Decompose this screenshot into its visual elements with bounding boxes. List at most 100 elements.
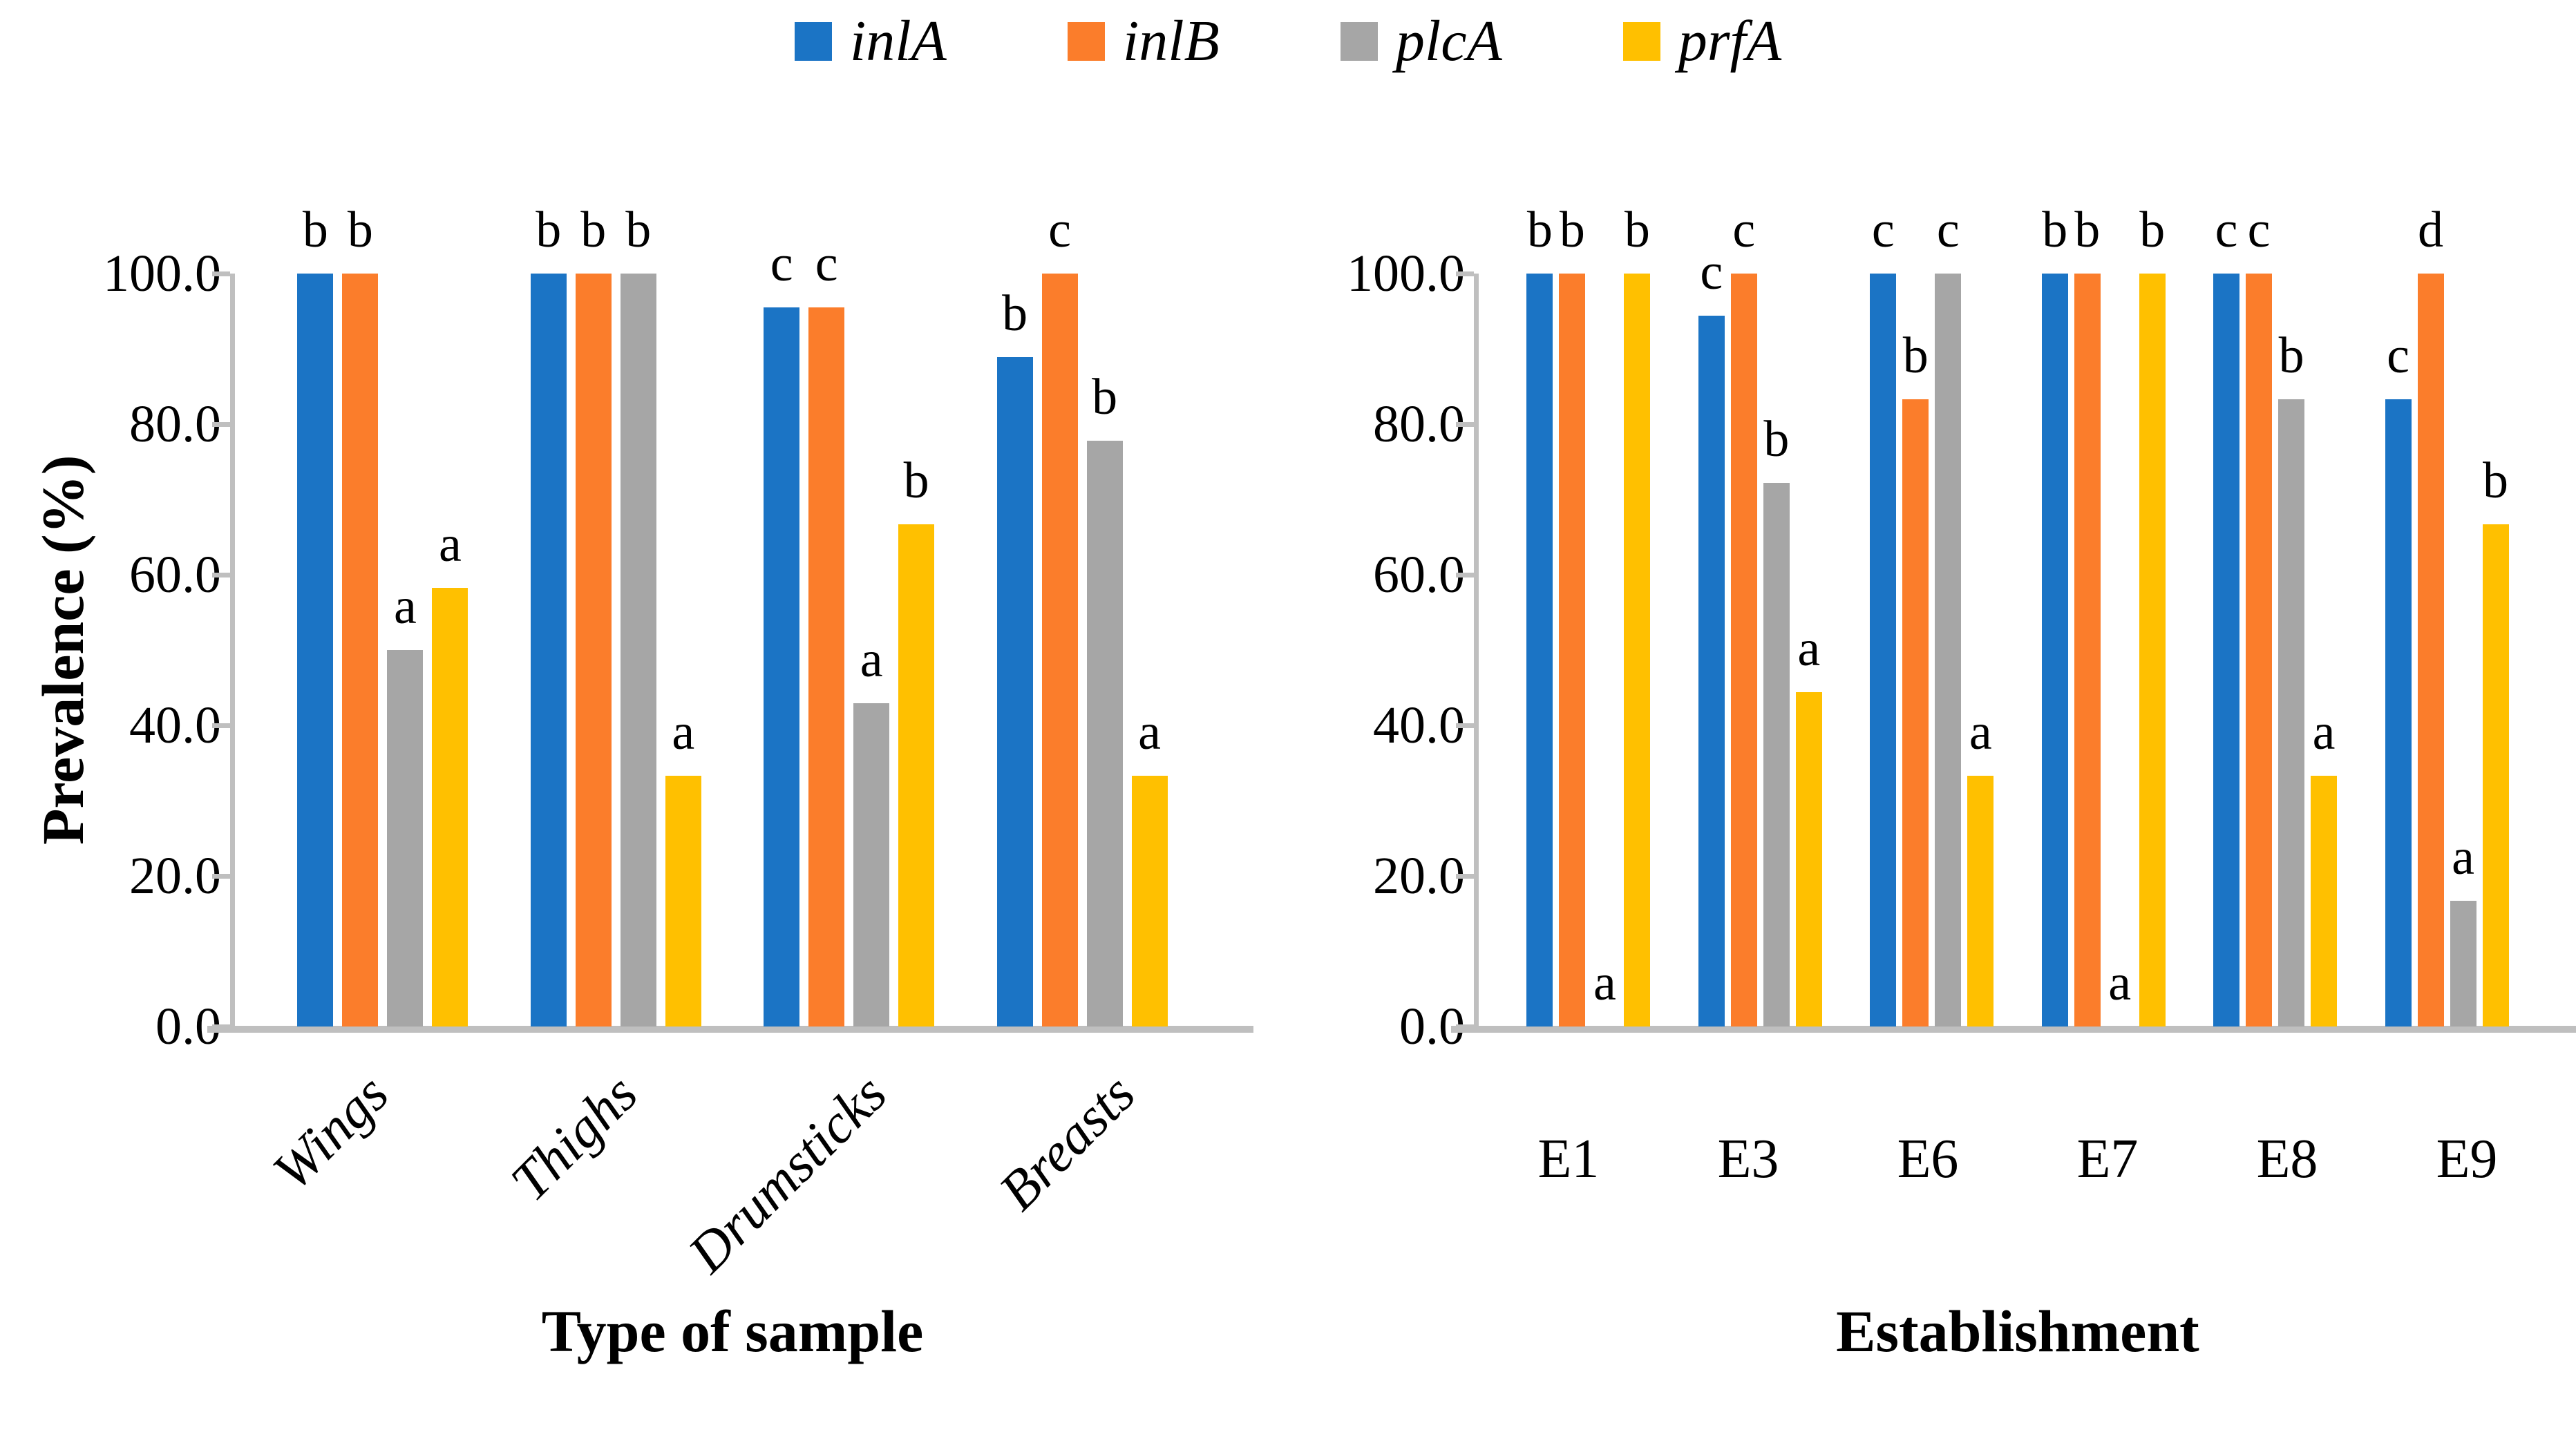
legend-label: plcA — [1395, 9, 1502, 73]
significance-letter-plcA-E6: c — [1936, 202, 1960, 258]
y-tick-label: 80.0 — [1373, 395, 1465, 453]
bar-slot-prfA-E3: a — [1795, 274, 1822, 1027]
bar-inlB-Breasts — [1041, 274, 1078, 1027]
right-x-category-labels: E1 E3 E6 E7 E8 E9 — [1479, 1132, 2557, 1214]
right-x-axis-title: Establishment — [1836, 1298, 2199, 1364]
significance-letter-inlA-E6: c — [1871, 202, 1895, 258]
significance-letter-prfA-Drumsticks: b — [903, 452, 929, 509]
significance-letter-inlB-E9: d — [2418, 202, 2444, 258]
significance-letter-prfA-E6: a — [1969, 704, 1992, 761]
significance-letter-inlA-Breasts: b — [1002, 285, 1028, 342]
bar-slot-plcA-E7: a — [2107, 274, 2133, 1027]
bar-inlA-Drumsticks — [764, 307, 800, 1027]
bar-slot-prfA-E7: b — [2139, 204, 2166, 1027]
category-label-Wings: Wings — [261, 1063, 401, 1202]
significance-letter-plcA-Breasts: b — [1092, 368, 1118, 426]
significance-letter-plcA-Drumsticks: a — [860, 631, 883, 689]
significance-letter-prfA-E8: a — [2312, 704, 2336, 761]
y-tick-label: 40.0 — [129, 696, 221, 754]
bar-inlA-E3 — [1698, 316, 1725, 1027]
bar-inlB-E8 — [2246, 274, 2273, 1027]
y-tick-mark — [1456, 874, 1474, 879]
significance-letter-inlB-E1: b — [1559, 202, 1585, 258]
y-tick-label: 60.0 — [1373, 546, 1465, 604]
bar-slot-inlB-Thighs: b — [575, 204, 612, 1027]
bar-prfA-Thighs — [665, 776, 701, 1027]
bar-slot-inlB-E7: b — [2074, 204, 2101, 1027]
chart-legend: inlA inlB plcA prfA — [0, 12, 2576, 70]
significance-letter-inlB-Wings: b — [347, 202, 373, 258]
y-tick-label: 20.0 — [1373, 847, 1465, 905]
significance-letter-inlB-E6: b — [1902, 327, 1929, 385]
bar-inlA-E6 — [1870, 274, 1897, 1027]
significance-letter-prfA-E1: b — [1624, 202, 1650, 258]
bar-slot-inlB-Wings: b — [342, 204, 379, 1027]
y-tick-mark — [1456, 271, 1474, 276]
legend-item-plcA: plcA — [1340, 9, 1502, 73]
bar-slot-plcA-Drumsticks: a — [853, 274, 890, 1027]
y-axis-tick-labels-right: 100.0 80.0 60.0 40.0 20.0 0.0 — [1265, 247, 1465, 1053]
bar-slot-plcA-E3: b — [1763, 274, 1790, 1027]
significance-letter-inlB-Thighs: b — [580, 202, 607, 258]
bar-inlB-Thighs — [575, 274, 612, 1027]
bar-slot-prfA-Wings: a — [432, 274, 468, 1027]
y-tick-mark — [212, 573, 230, 577]
significance-letter-inlA-E3: c — [1700, 244, 1723, 301]
left-x-axis-line — [207, 1026, 1253, 1033]
bar-slot-prfA-E8: a — [2311, 274, 2338, 1027]
bar-slot-inlB-E6: b — [1902, 274, 1929, 1027]
category-label-E6: E6 — [1897, 1129, 1959, 1190]
bar-slot-inlA-E7: b — [2041, 204, 2068, 1027]
significance-letter-prfA-E3: a — [1797, 620, 1821, 678]
bar-slot-inlA-E9: c — [2385, 274, 2412, 1027]
significance-letter-plcA-E8: b — [2278, 327, 2304, 385]
significance-letter-inlB-Breasts: c — [1048, 202, 1071, 258]
legend-swatch-inlA — [794, 22, 832, 61]
legend-item-inlB: inlB — [1067, 12, 1220, 70]
significance-letter-inlB-E8: c — [2247, 202, 2271, 258]
bar-plcA-E8 — [2278, 399, 2305, 1027]
y-tick-mark — [212, 271, 230, 276]
bar-slot-plcA-Breasts: b — [1086, 274, 1123, 1027]
y-tick-mark — [1456, 422, 1474, 427]
bar-slot-inlB-Drumsticks: c — [808, 238, 845, 1027]
category-label-E3: E3 — [1717, 1129, 1779, 1190]
y-tick-mark — [1456, 573, 1474, 577]
category-label-E9: E9 — [2436, 1129, 2498, 1190]
bar-prfA-E8 — [2311, 776, 2338, 1027]
y-tick-mark — [212, 1024, 230, 1029]
legend-swatch-plcA — [1340, 22, 1378, 61]
bar-slot-inlB-E1: b — [1559, 204, 1586, 1027]
significance-letter-prfA-Breasts: a — [1138, 704, 1161, 761]
bar-inlA-E9 — [2385, 399, 2412, 1027]
bar-slot-prfA-E6: a — [1967, 274, 1994, 1027]
significance-letter-inlA-E1: b — [1526, 202, 1553, 258]
bar-slot-inlA-E1: b — [1526, 204, 1553, 1027]
bar-prfA-E9 — [2482, 524, 2509, 1027]
bar-slot-inlA-E3: c — [1698, 247, 1725, 1027]
bar-inlA-Thighs — [530, 274, 567, 1027]
bar-prfA-E3 — [1795, 692, 1822, 1027]
bar-slot-inlA-Drumsticks: c — [764, 238, 800, 1027]
bar-plcA-Drumsticks — [853, 703, 890, 1027]
significance-letter-inlA-E8: c — [2215, 202, 2238, 258]
legend-item-inlA: inlA — [794, 12, 947, 70]
legend-item-prfA: prfA — [1622, 12, 1781, 70]
bar-slot-inlB-E9: d — [2417, 204, 2444, 1027]
bar-inlB-E1 — [1559, 274, 1586, 1027]
bar-slot-plcA-E9: a — [2450, 274, 2476, 1027]
y-tick-mark — [212, 723, 230, 728]
bar-slot-plcA-Wings: a — [387, 274, 424, 1027]
bar-inlA-E7 — [2041, 274, 2068, 1027]
right-y-axis-line — [1474, 274, 1479, 1027]
bar-prfA-E1 — [1624, 274, 1651, 1027]
bar-slot-inlA-Thighs: b — [530, 204, 567, 1027]
bar-inlB-Drumsticks — [808, 307, 845, 1027]
